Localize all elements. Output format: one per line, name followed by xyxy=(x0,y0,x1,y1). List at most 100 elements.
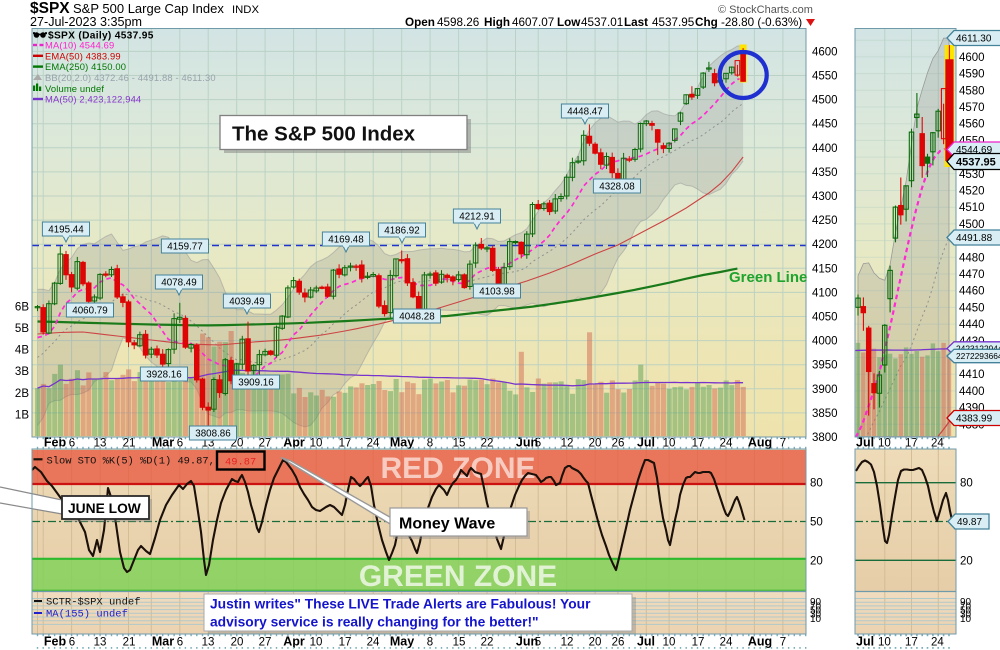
svg-text:3850: 3850 xyxy=(812,408,838,420)
svg-text:Apr: Apr xyxy=(283,635,305,649)
svg-text:4460: 4460 xyxy=(959,286,985,298)
svg-text:10: 10 xyxy=(810,614,822,625)
svg-text:13: 13 xyxy=(94,438,107,450)
svg-text:22: 22 xyxy=(481,637,494,649)
svg-text:4159.77: 4159.77 xyxy=(167,242,202,253)
svg-text:13: 13 xyxy=(202,637,215,649)
svg-text:6B: 6B xyxy=(15,301,29,313)
svg-text:4544.69: 4544.69 xyxy=(956,145,993,156)
svg-text:5: 5 xyxy=(535,637,541,649)
svg-text:Jul: Jul xyxy=(856,635,874,649)
svg-text:4212.91: 4212.91 xyxy=(459,212,494,223)
svg-text:21: 21 xyxy=(123,438,136,450)
svg-text:4537.95: 4537.95 xyxy=(652,16,695,29)
svg-text:Aug: Aug xyxy=(748,635,772,649)
svg-text:3900: 3900 xyxy=(812,384,838,396)
svg-text:4530: 4530 xyxy=(959,169,985,181)
svg-text:$SPX (Daily) 4537.95: $SPX (Daily) 4537.95 xyxy=(48,31,154,42)
svg-text:50: 50 xyxy=(810,517,823,529)
svg-text:24: 24 xyxy=(931,637,944,649)
svg-text:4450: 4450 xyxy=(812,119,838,131)
svg-text:17: 17 xyxy=(905,637,918,649)
svg-text:S&P 500 Large Cap Index: S&P 500 Large Cap Index xyxy=(73,1,224,16)
svg-text:30: 30 xyxy=(810,610,822,621)
svg-text:Feb: Feb xyxy=(44,635,67,649)
svg-text:JUNE LOW: JUNE LOW xyxy=(68,501,142,516)
svg-text:13: 13 xyxy=(94,637,107,649)
svg-text:27-Jul-2023 3:35pm: 27-Jul-2023 3:35pm xyxy=(30,15,142,29)
svg-text:6: 6 xyxy=(177,637,183,649)
svg-text:GREEN ZONE: GREEN ZONE xyxy=(359,560,557,593)
svg-text:4039.49: 4039.49 xyxy=(229,297,264,308)
svg-text:6: 6 xyxy=(69,637,75,649)
svg-text:49.87: 49.87 xyxy=(225,457,256,469)
svg-text:1B: 1B xyxy=(15,409,29,421)
svg-text:90: 90 xyxy=(810,597,822,608)
svg-text:20: 20 xyxy=(231,637,244,649)
svg-text:5: 5 xyxy=(535,438,541,450)
svg-text:High: High xyxy=(484,16,510,29)
svg-text:4600: 4600 xyxy=(812,46,838,58)
svg-text:4050: 4050 xyxy=(812,312,838,324)
svg-text:Chg: Chg xyxy=(695,16,718,29)
svg-text:4350: 4350 xyxy=(812,167,838,179)
svg-text:6: 6 xyxy=(69,438,75,450)
svg-text:24: 24 xyxy=(367,637,380,649)
svg-text:50: 50 xyxy=(810,606,822,617)
svg-text:4060.79: 4060.79 xyxy=(72,306,107,317)
svg-text:$SPX: $SPX xyxy=(30,0,70,17)
svg-text:Low: Low xyxy=(557,16,581,29)
svg-text:4078.49: 4078.49 xyxy=(161,278,196,289)
svg-text:12: 12 xyxy=(561,438,574,450)
svg-text:3B: 3B xyxy=(15,366,29,378)
svg-text:22: 22 xyxy=(481,438,494,450)
svg-text:4000: 4000 xyxy=(812,336,838,348)
svg-text:EMA(50) 4383.99: EMA(50) 4383.99 xyxy=(45,50,121,61)
svg-text:20: 20 xyxy=(589,438,602,450)
svg-text:15: 15 xyxy=(453,637,466,649)
svg-text:7: 7 xyxy=(780,438,786,450)
svg-text:4B: 4B xyxy=(15,345,29,357)
svg-text:Jul: Jul xyxy=(637,635,655,649)
svg-text:10: 10 xyxy=(663,438,676,450)
svg-text:BB(20,2.0) 4372.46 - 4491.88 -: BB(20,2.0) 4372.46 - 4491.88 - 4611.30 xyxy=(45,72,216,83)
svg-text:Jun: Jun xyxy=(516,635,538,649)
svg-text:4550: 4550 xyxy=(812,71,838,83)
svg-text:3928.16: 3928.16 xyxy=(146,370,182,381)
svg-text:17: 17 xyxy=(339,438,352,450)
svg-text:4570: 4570 xyxy=(959,102,985,114)
svg-text:4169.48: 4169.48 xyxy=(328,235,364,246)
svg-text:4520: 4520 xyxy=(959,186,985,198)
svg-text:12: 12 xyxy=(561,637,574,649)
svg-text:4611.30: 4611.30 xyxy=(956,34,992,45)
svg-text:26: 26 xyxy=(612,637,625,649)
svg-text:4440: 4440 xyxy=(959,319,985,331)
svg-text:May: May xyxy=(390,635,414,649)
svg-text:10: 10 xyxy=(878,637,891,649)
svg-text:Justin writes" These LIVE Trad: Justin writes" These LIVE Trade Alerts a… xyxy=(210,597,591,612)
svg-text:3950: 3950 xyxy=(812,360,838,372)
svg-text:4537.01: 4537.01 xyxy=(581,16,623,29)
svg-text:2272293664: 2272293664 xyxy=(956,351,1000,361)
svg-text:4195.44: 4195.44 xyxy=(48,225,84,236)
svg-text:4250: 4250 xyxy=(812,215,838,227)
svg-text:RED ZONE: RED ZONE xyxy=(380,452,535,485)
svg-text:4590: 4590 xyxy=(959,69,985,81)
svg-text:4560: 4560 xyxy=(959,119,985,131)
svg-text:90: 90 xyxy=(960,597,972,608)
svg-text:Open: Open xyxy=(405,16,435,29)
svg-text:4537.95: 4537.95 xyxy=(956,157,996,169)
svg-text:Money Wave: Money Wave xyxy=(399,516,495,533)
svg-text:3800: 3800 xyxy=(812,432,838,444)
svg-text:70: 70 xyxy=(810,602,822,613)
svg-text:SCTR-$SPX undef: SCTR-$SPX undef xyxy=(46,597,141,609)
svg-text:3808.86: 3808.86 xyxy=(195,429,231,440)
svg-text:advisory service is really cha: advisory service is really changing for … xyxy=(210,615,539,630)
svg-text:10: 10 xyxy=(663,637,676,649)
svg-text:-28.80 (-0.63%): -28.80 (-0.63%) xyxy=(721,16,802,29)
svg-text:7: 7 xyxy=(780,637,786,649)
svg-text:5B: 5B xyxy=(15,323,29,335)
svg-text:4598.26: 4598.26 xyxy=(437,16,479,29)
svg-text:6: 6 xyxy=(177,438,183,450)
svg-text:4400: 4400 xyxy=(959,386,985,398)
